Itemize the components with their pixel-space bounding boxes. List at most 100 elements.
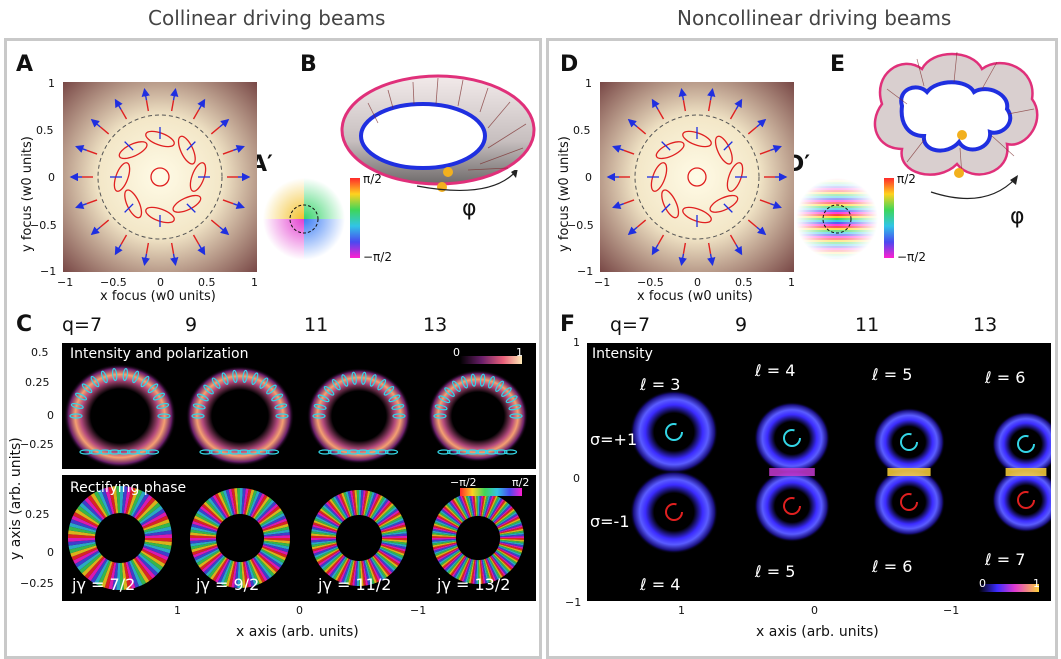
phase-segment: [466, 559, 474, 584]
cyan-ellipse: [126, 449, 141, 455]
cyan-ellipse: [312, 413, 326, 419]
phase-segment: [69, 522, 97, 533]
phase-segment: [139, 552, 163, 571]
phase-segment: [436, 516, 459, 529]
phase-segment: [249, 559, 263, 584]
ytick-c: 0: [47, 546, 54, 559]
phase-segment: [191, 543, 218, 553]
phase-segment: [144, 526, 172, 535]
phase-segment: [347, 490, 355, 516]
phase-segment: [432, 539, 457, 544]
phase-segment: [381, 539, 407, 543]
phase-segment: [313, 520, 338, 531]
phase-segment: [381, 541, 407, 548]
left-column-title: Collinear driving beams: [148, 6, 386, 30]
polarization-ellipse: [661, 189, 680, 219]
phase-segment: [374, 554, 393, 575]
cyan-ellipse: [90, 375, 100, 388]
cyan-ellipse: [495, 380, 504, 392]
vector-blue: [612, 145, 624, 153]
j-label: jγ = 9/2: [196, 575, 260, 594]
phase-segment: [121, 562, 128, 590]
phase-segment: [313, 545, 338, 556]
phase-segment: [499, 539, 524, 544]
polarization-ellipse: [655, 141, 685, 160]
vector-blue: [707, 253, 716, 267]
phase-segment: [484, 558, 495, 582]
cyan-ellipse: [356, 449, 370, 455]
phase-segment: [485, 558, 497, 582]
phase-segment: [490, 500, 506, 521]
phase-segment: [316, 548, 340, 562]
phase-segment: [484, 494, 495, 518]
phase-segment: [450, 555, 466, 576]
phase-segment: [374, 503, 394, 523]
phase-segment: [495, 510, 516, 526]
phase-segment: [248, 560, 260, 585]
phase-segment: [451, 499, 467, 520]
phase-segment: [212, 494, 228, 518]
cyan-ellipse: [100, 370, 108, 384]
phase-segment: [500, 534, 524, 538]
phase-segment: [380, 545, 405, 556]
phase-segment: [249, 492, 263, 517]
vector-red: [657, 234, 665, 245]
xtick-a: 0.5: [198, 276, 216, 289]
phase-segment: [138, 553, 161, 574]
q-label: q=7: [62, 314, 103, 336]
phase-segment: [84, 556, 105, 579]
phase-segment: [377, 551, 399, 568]
phase-segment: [135, 497, 156, 520]
vector-red: [682, 100, 687, 112]
phase-segment: [468, 559, 475, 584]
phase-segment: [485, 494, 497, 518]
cyan-ellipse: [341, 374, 349, 387]
phase-segment: [432, 541, 457, 548]
q-label: 11: [304, 314, 329, 336]
phase-segment: [493, 506, 513, 524]
cyan-ellipse: [191, 413, 205, 419]
phase-segment: [492, 553, 510, 573]
phase-segment: [333, 496, 348, 519]
phase-segment: [252, 558, 268, 582]
phase-segment: [378, 512, 401, 527]
cyan-ellipse: [375, 449, 389, 455]
xtick-f: −1: [943, 604, 960, 617]
intensity-lobe: [992, 411, 1051, 477]
vector-blue: [734, 244, 743, 256]
phase-segment: [205, 499, 225, 521]
cyan-circular-arrow: [900, 433, 918, 451]
phase-segment: [191, 523, 218, 533]
vector-red: [99, 219, 110, 228]
phase-segment: [263, 532, 290, 537]
phase-segment: [201, 553, 223, 573]
phase-segment: [349, 560, 356, 586]
cyan-ellipse: [196, 393, 209, 402]
phase-segment: [361, 490, 366, 516]
phase-segment: [261, 515, 286, 529]
phase-segment: [260, 548, 285, 563]
phase-segment: [432, 538, 456, 542]
cyan-ellipse: [377, 379, 387, 391]
overlap-bar: [1005, 468, 1047, 476]
phase-segment: [246, 490, 258, 516]
phase-segment: [312, 524, 337, 533]
phase-segment: [461, 558, 472, 582]
phase-bar-bottom-d: −π/2: [897, 250, 926, 264]
vector-blue: [219, 118, 230, 128]
phase-segment: [362, 560, 369, 586]
phase-segment: [483, 559, 491, 583]
phase-segment: [438, 549, 460, 563]
intensity-lobe: [873, 467, 945, 537]
phase-segment: [104, 561, 115, 589]
sigma-plus-label: σ=+1: [590, 430, 638, 449]
phase-segment: [361, 560, 366, 586]
right-frame: [546, 38, 1058, 659]
phase-segment: [244, 488, 252, 515]
phase-segment: [192, 544, 218, 556]
vector-blue: [770, 201, 782, 209]
phase-segment: [311, 541, 337, 548]
cyan-ellipse: [265, 449, 280, 455]
phase-segment: [459, 494, 471, 518]
phase-segment: [482, 492, 490, 517]
